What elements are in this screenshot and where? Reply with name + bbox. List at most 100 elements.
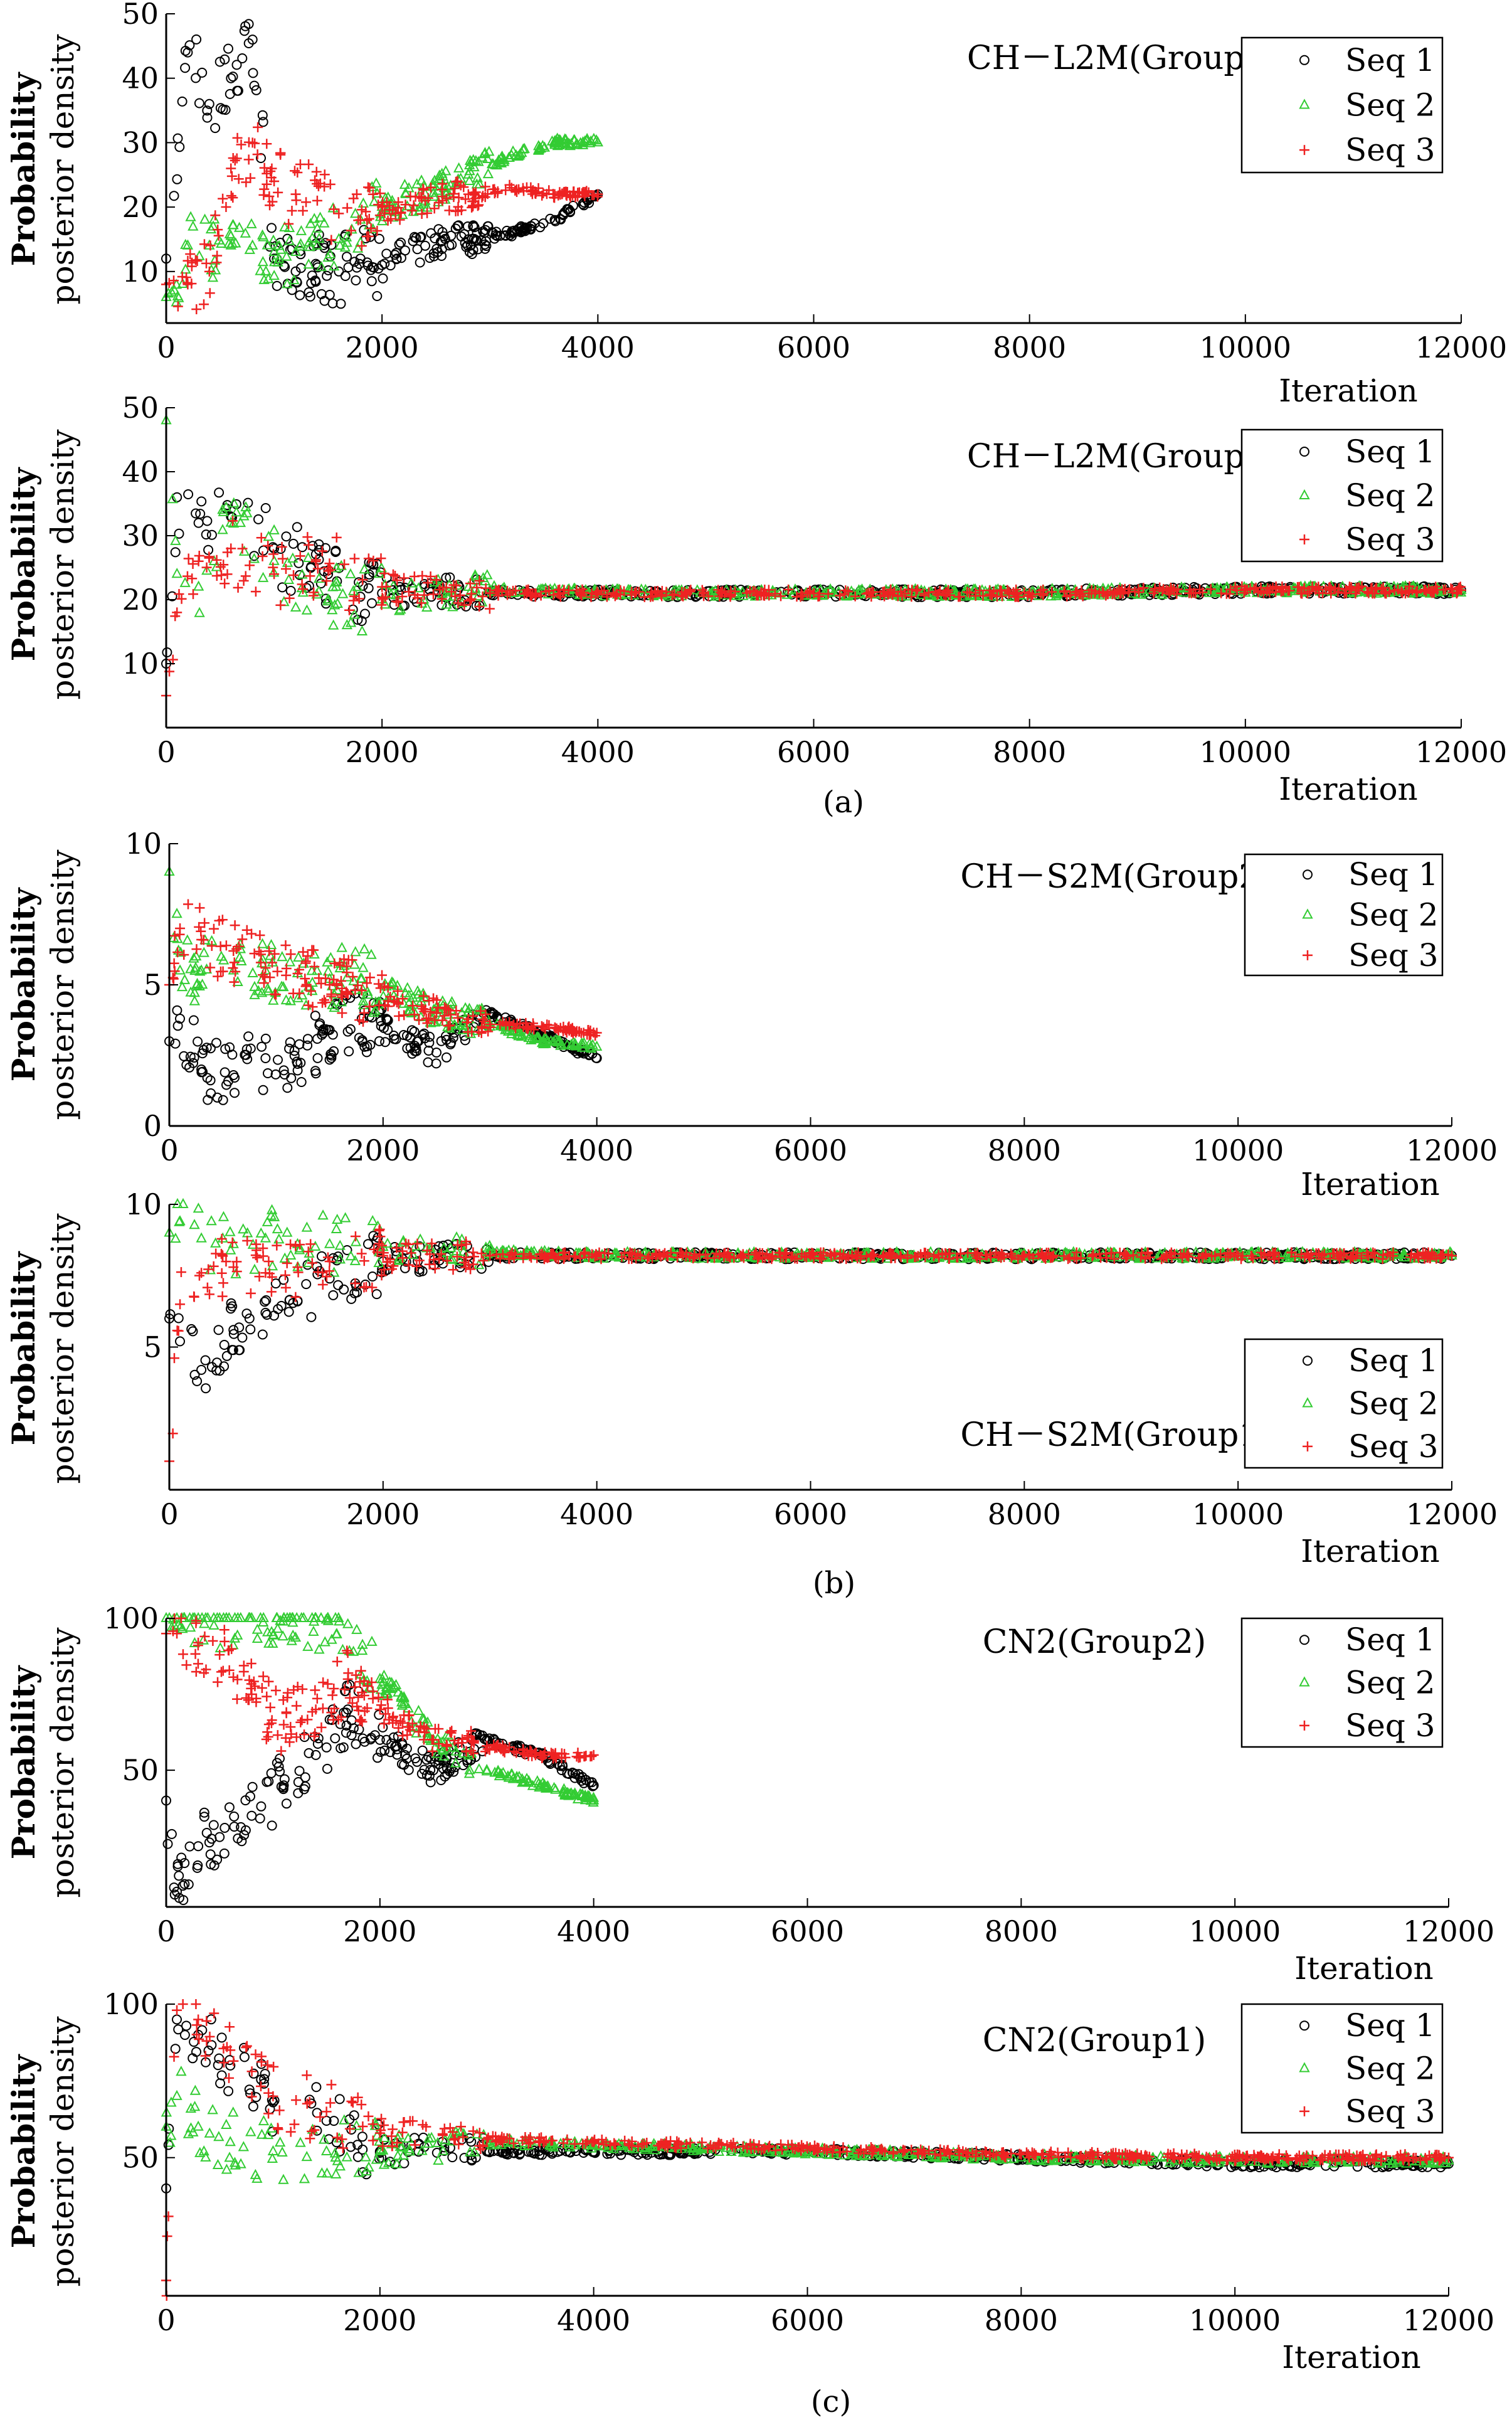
data-point <box>256 533 267 543</box>
data-point <box>411 178 423 189</box>
data-point <box>255 265 266 275</box>
data-point <box>238 1223 249 1234</box>
data-point <box>246 239 258 250</box>
data-point <box>282 1083 293 1093</box>
data-point <box>280 940 291 950</box>
data-point <box>487 227 497 238</box>
data-point <box>221 1351 232 1361</box>
data-point <box>246 1810 257 1821</box>
data-point <box>243 1031 254 1042</box>
data-point <box>229 1811 240 1822</box>
data-point <box>204 288 215 299</box>
data-point <box>566 137 577 148</box>
data-point <box>414 201 425 211</box>
data-point <box>257 256 268 267</box>
data-point <box>325 179 336 189</box>
data-point <box>238 510 250 521</box>
data-point <box>273 253 285 263</box>
x-tick-label: 0 <box>160 1133 178 1167</box>
data-point <box>283 235 295 245</box>
data-point <box>283 221 295 232</box>
data-point <box>225 239 236 250</box>
data-point <box>380 1037 391 1048</box>
data-point <box>1370 585 1382 597</box>
data-point <box>280 564 291 575</box>
data-point <box>416 209 427 220</box>
data-point <box>555 213 566 224</box>
data-point <box>227 1237 238 1248</box>
x-tick-label: 2000 <box>346 1497 420 1531</box>
data-point <box>301 197 312 208</box>
data-point <box>317 1209 329 1220</box>
data-point <box>366 223 376 234</box>
data-point <box>506 183 517 193</box>
data-point <box>174 964 186 975</box>
data-point <box>279 221 290 231</box>
data-point <box>281 250 292 261</box>
data-point <box>335 1719 346 1729</box>
data-point <box>180 63 191 73</box>
data-point <box>583 187 594 198</box>
data-point <box>737 590 749 600</box>
data-point <box>581 132 593 143</box>
data-point <box>337 588 349 598</box>
data-point <box>495 157 507 167</box>
data-point <box>241 177 251 188</box>
data-point <box>436 167 448 178</box>
data-point <box>425 253 435 263</box>
data-point <box>188 220 199 231</box>
data-point <box>426 592 436 602</box>
data-point <box>403 182 415 193</box>
data-point <box>579 200 589 211</box>
data-point <box>258 1251 268 1261</box>
data-point <box>228 72 238 82</box>
data-point <box>255 1813 265 1823</box>
data-point <box>247 967 258 978</box>
data-point <box>294 1766 305 1776</box>
x-axis-label: Iteration <box>1279 771 1418 807</box>
chart-title: CH－S2M(Group2) <box>960 858 1272 896</box>
data-point <box>379 578 391 589</box>
data-point <box>429 251 439 262</box>
legend-marker <box>1299 98 1310 109</box>
data-point <box>334 1239 346 1250</box>
data-point <box>265 950 276 960</box>
data-point <box>467 233 477 244</box>
data-point <box>379 208 390 218</box>
data-point <box>304 241 315 252</box>
data-point <box>267 196 278 207</box>
data-point <box>343 262 354 273</box>
data-point <box>349 208 361 218</box>
data-point <box>593 189 603 199</box>
data-point <box>200 1355 211 1366</box>
data-point <box>304 159 314 169</box>
data-point <box>407 583 418 594</box>
data-point <box>420 240 430 251</box>
data-point <box>396 208 406 218</box>
data-point <box>371 177 382 188</box>
data-point <box>330 546 341 556</box>
data-point <box>217 1291 228 1302</box>
data-point <box>527 189 537 199</box>
data-point <box>230 1088 240 1098</box>
data-point <box>253 514 263 524</box>
data-point <box>464 247 475 257</box>
data-point <box>255 930 265 940</box>
data-point <box>357 197 369 208</box>
data-point <box>170 1038 181 1049</box>
data-point <box>477 192 487 203</box>
data-point <box>339 1284 349 1295</box>
data-point <box>331 576 342 586</box>
data-point <box>218 1278 228 1288</box>
data-point <box>306 1312 317 1322</box>
x-tick-label: 8000 <box>988 1497 1061 1531</box>
data-point <box>334 239 346 250</box>
data-point <box>409 231 420 242</box>
y-tick-label: 50 <box>122 0 159 31</box>
data-point <box>330 1733 341 1744</box>
data-point <box>251 85 262 95</box>
y-tick-label: 10 <box>122 647 159 681</box>
data-point <box>309 962 320 972</box>
data-point <box>202 516 213 526</box>
data-point <box>170 547 181 558</box>
